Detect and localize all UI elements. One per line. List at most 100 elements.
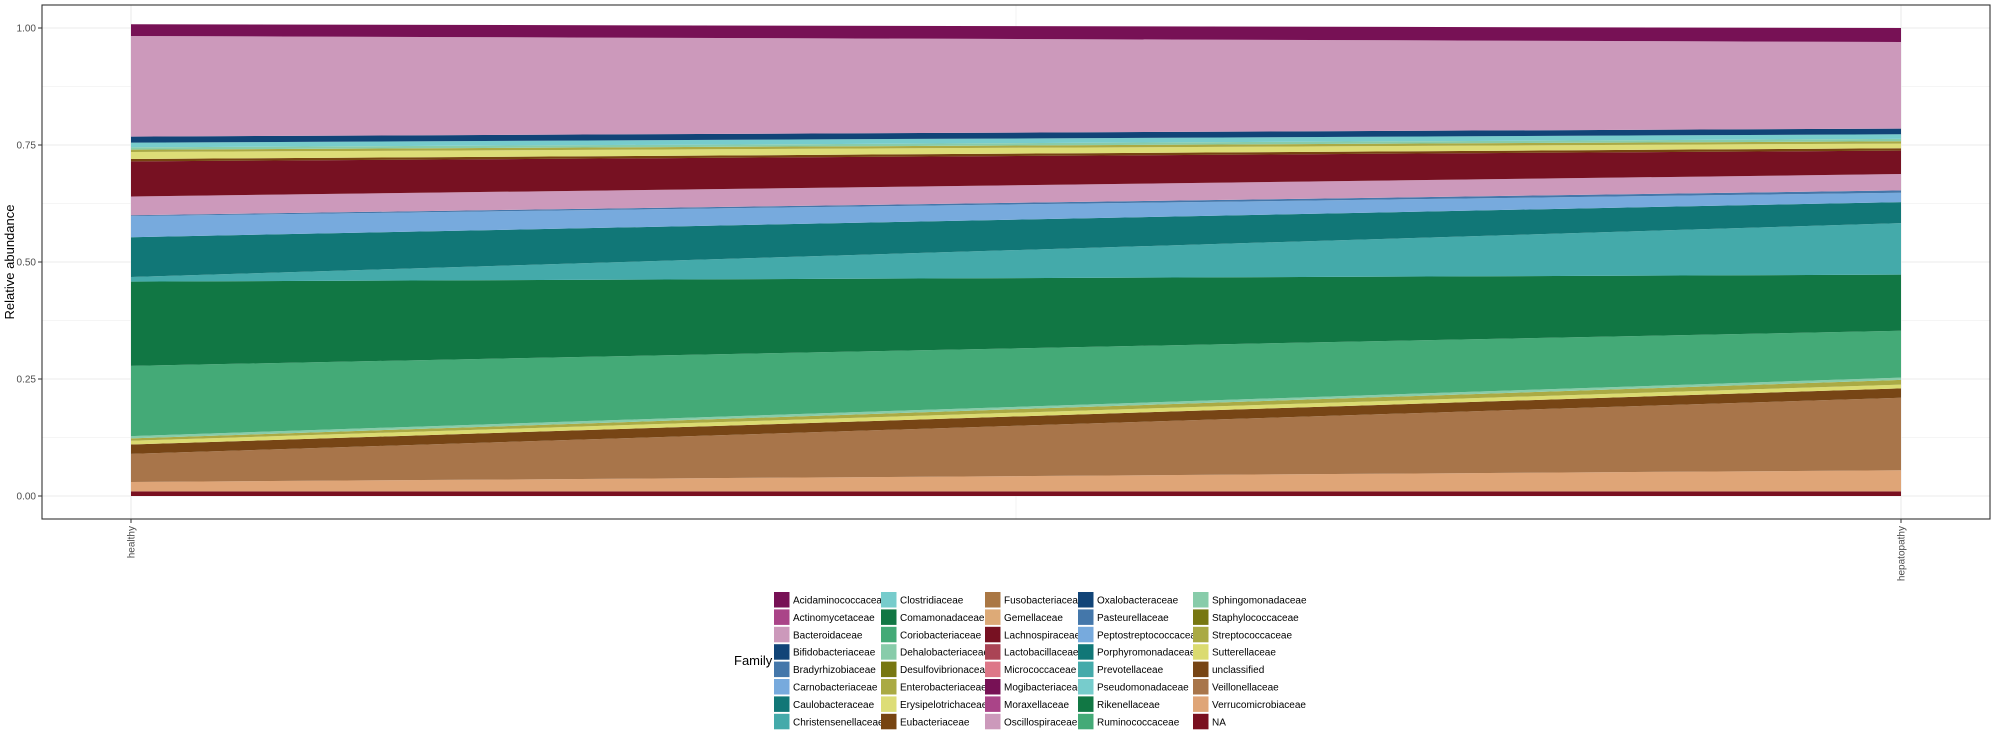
legend-swatch [1078,661,1094,678]
x-axis: healthy hepatopathy [127,519,1908,581]
legend-swatch [985,679,1001,695]
legend-item: Acidaminococcaceae [774,592,888,608]
legend-swatch [985,713,1001,730]
legend-label: Prevotellaceae [1097,665,1164,676]
legend-item: Veillonellaceae [1193,679,1279,695]
legend: Family Acidaminococcaceae Actinomycetaceae… [734,592,1307,730]
legend-item: Enterobacteriaceae [881,679,987,695]
legend-label: Streptococcaceae [1212,630,1292,641]
y-axis-title: Relative abundance [2,205,17,320]
y-tick-label: 1.00 [17,24,37,35]
legend-title: Family [734,653,773,668]
legend-swatch [1078,644,1094,660]
legend-swatch [1078,679,1094,695]
legend-label: Oxalobacteraceae [1097,596,1179,607]
area-pasteurellaceae [131,190,1901,217]
legend-swatch [1193,609,1209,625]
y-axis: 0.00 0.25 0.50 0.75 1.00 [17,24,42,503]
legend-label: Gemellaceae [1004,613,1063,624]
area-prevotellaceae [131,223,1901,282]
legend-item: Caulobacteraceae [774,696,875,712]
legend-label: Eubacteriaceae [900,717,970,728]
legend-label: Dehalobacteriaceae [900,648,989,659]
legend-swatch [1078,713,1094,730]
legend-label: Oscillospiraceae [1004,717,1078,728]
area-series [131,24,1901,496]
legend-label: Enterobacteriaceae [900,683,987,694]
legend-item: unclassified [1193,661,1264,678]
area-na [131,491,1901,496]
legend-swatch [1193,626,1209,643]
legend-swatch [985,696,1001,712]
area-porphyromonadaceae [131,202,1901,277]
legend-item: NA [1193,713,1226,730]
legend-label: Rikenellaceae [1097,700,1160,711]
legend-swatch [881,696,897,712]
area-rikenellaceae [131,274,1901,366]
legend-label: Sutterellaceae [1212,648,1276,659]
legend-item: Gemellaceae [985,609,1063,625]
legend-swatch [881,626,897,643]
y-tick-label: 0.75 [17,141,37,152]
legend-item: Verrucomicrobiaceae [1193,696,1306,712]
legend-label: Erysipelotrichaceae [900,700,988,711]
area-ruminococcaceae [131,330,1901,437]
legend-label: Bradyrhizobiaceae [793,665,876,676]
legend-swatch [774,592,790,608]
area-enterobacteriaceae [131,141,1901,153]
legend-item: Fusobacteriaceae [985,592,1084,608]
legend-item: Clostridiaceae [881,592,964,608]
legend-item: Bacteroidaceae [774,626,863,643]
legend-item: Moraxellaceae [985,696,1069,712]
area-sutterellaceae [131,384,1901,445]
area-acidaminococcaceae [131,24,1901,43]
legend-label: Porphyromonadaceae [1097,648,1196,659]
legend-label: unclassified [1212,665,1264,676]
legend-item: Sphingomonadaceae [1193,592,1307,608]
legend-label: Veillonellaceae [1212,683,1279,694]
legend-swatch [1078,696,1094,712]
legend-label: Pasteurellaceae [1097,613,1169,624]
legend-label: Caulobacteraceae [793,700,875,711]
legend-item: Sutterellaceae [1193,644,1276,660]
legend-swatch [774,713,790,730]
legend-label: Peptostreptococcaceae [1097,630,1202,641]
legend-swatch [1078,592,1094,608]
legend-swatch [881,713,897,730]
area-veillonellaceae [131,397,1901,482]
area-dehalobacteriaceae [131,138,1901,150]
legend-label: Lachnospiraceae [1004,630,1081,641]
legend-swatch [985,661,1001,678]
area-eubacteriaceae [131,148,1901,162]
legend-item: Dehalobacteriaceae [881,644,989,660]
y-tick-label: 0.50 [17,258,37,269]
legend-item: Pseudomonadaceae [1078,679,1189,695]
legend-item: Rikenellaceae [1078,696,1160,712]
legend-label: Bifidobacteriaceae [793,648,876,659]
legend-swatch [1078,609,1094,625]
legend-label: Desulfovibrionaceae [900,665,991,676]
legend-label: Micrococcaceae [1004,665,1077,676]
area-lachnospiraceae [131,150,1901,197]
legend-label: Ruminococcaceae [1097,717,1180,728]
legend-swatch [1193,661,1209,678]
legend-item: Bradyrhizobiaceae [774,661,876,678]
legend-item: Desulfovibrionaceae [881,661,991,678]
area-unclassified [131,388,1901,454]
legend-swatch [774,696,790,712]
legend-swatch [774,661,790,678]
legend-label: Bacteroidaceae [793,630,863,641]
legend-item: Pasteurellaceae [1078,609,1169,625]
legend-item: Ruminococcaceae [1078,713,1180,730]
legend-swatch [774,679,790,695]
legend-label: Pseudomonadaceae [1097,683,1189,694]
legend-swatch [985,644,1001,660]
area-verrucomicrobiaceae [131,470,1901,492]
legend-swatch [1193,644,1209,660]
area-peptostreptococcaceae [131,192,1901,238]
legend-label: Verrucomicrobiaceae [1212,700,1306,711]
legend-swatch [985,592,1001,608]
legend-swatch [881,644,897,660]
legend-item: Prevotellaceae [1078,661,1164,678]
